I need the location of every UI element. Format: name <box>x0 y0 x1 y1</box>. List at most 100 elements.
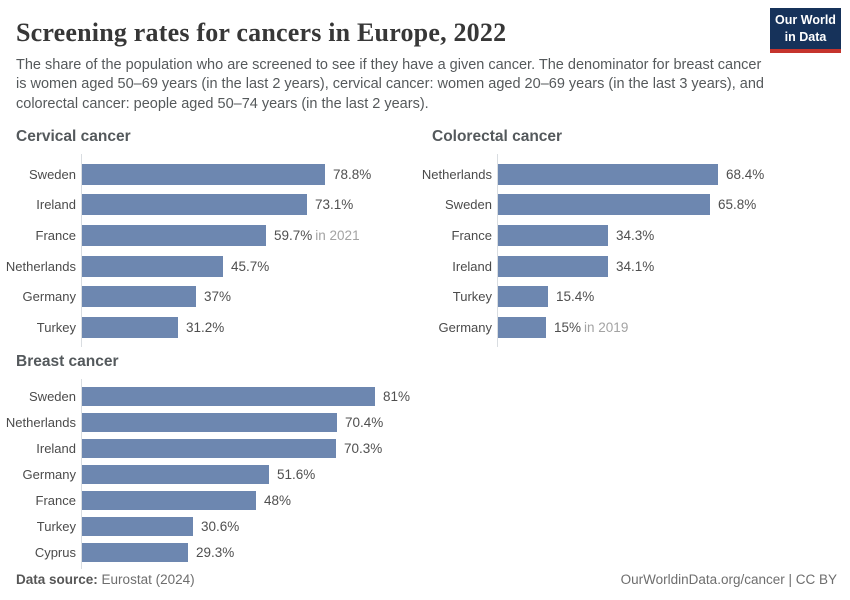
country-label: Turkey <box>36 518 76 534</box>
value-year-note: in 2019 <box>584 320 629 336</box>
panel-breast-cancer: Breast cancer Sweden 81% Netherlands 70.4% I… <box>6 352 432 570</box>
bar-row: Germany 37% <box>16 282 432 313</box>
country-label: Sweden <box>29 166 76 182</box>
bar-row: Sweden 65.8% <box>432 190 834 221</box>
bar-turkey[interactable] <box>82 516 193 536</box>
bar-netherlands[interactable] <box>82 255 223 277</box>
bar-row: Turkey 31.2% <box>16 312 432 343</box>
value-label: 29.3% <box>196 544 235 560</box>
bar-row: Netherlands 45.7% <box>5 251 432 282</box>
bar-germany[interactable] <box>82 286 196 308</box>
country-label: France <box>35 228 76 244</box>
owid-logo[interactable]: Our World in Data <box>770 8 841 53</box>
bar-row: France 48% <box>16 488 432 514</box>
logo-line1: Our World <box>775 13 836 28</box>
bar-ireland[interactable] <box>82 194 307 216</box>
bar-row: Germany 15% in 2019 <box>432 312 834 343</box>
bar-france[interactable] <box>82 225 266 247</box>
bar-row: Germany 51.6% <box>16 462 432 488</box>
bar-row: Sweden 81% <box>16 384 432 410</box>
bar-rows-breast: Sweden 81% Netherlands 70.4% Ireland 70.3% Ger… <box>6 378 432 570</box>
country-label: Netherlands <box>421 166 492 182</box>
value-label: 15% in 2019 <box>554 320 629 336</box>
bar-row: Turkey 15.4% <box>432 282 834 313</box>
bar-france[interactable] <box>82 490 256 510</box>
value-label: 73.1% <box>315 197 354 213</box>
bar-ireland[interactable] <box>498 255 608 277</box>
data-source-label: Data source: <box>16 572 98 587</box>
bar-netherlands[interactable] <box>82 413 337 433</box>
value-label: 45.7% <box>231 258 270 274</box>
country-label: Germany <box>22 289 76 305</box>
data-source: Data source: Eurostat (2024) <box>16 572 195 587</box>
bar-row: Turkey 30.6% <box>16 513 432 539</box>
panel-colorectal-cancer: Colorectal cancer Netherlands 68.4% Sweden… <box>421 127 834 347</box>
bar-ireland[interactable] <box>82 439 336 459</box>
country-label: France <box>451 228 492 244</box>
y-axis-line <box>81 378 82 570</box>
bar-france[interactable] <box>498 225 608 247</box>
country-label: Cyprus <box>34 544 76 560</box>
country-label: Sweden <box>29 389 76 405</box>
bar-netherlands[interactable] <box>498 163 718 185</box>
page-title: Screening rates for cancers in Europe, 2… <box>16 18 507 47</box>
bar-row: Netherlands 68.4% <box>421 159 834 190</box>
credit-link[interactable]: OurWorldinData.org/cancer | CC BY <box>620 572 837 587</box>
logo-line2: in Data <box>784 29 827 44</box>
value-label: 15.4% <box>556 289 595 305</box>
value-label: 48% <box>264 492 292 508</box>
value-label: 65.8% <box>718 197 757 213</box>
value-label: 68.4% <box>726 166 765 182</box>
small-multiples-grid: Cervical cancer Sweden 78.8% Ireland 73.1% F… <box>5 127 834 570</box>
value-label: 81% <box>383 389 411 405</box>
bar-sweden[interactable] <box>498 194 710 216</box>
bar-row: Ireland 34.1% <box>432 251 834 282</box>
y-axis-line <box>497 153 498 347</box>
bar-row: Netherlands 70.4% <box>6 410 432 436</box>
bar-row: Cyprus 29.3% <box>16 539 432 565</box>
country-label: Ireland <box>36 197 76 213</box>
value-year-note: in 2021 <box>315 228 360 244</box>
bar-rows-cervical: Sweden 78.8% Ireland 73.1% France 59.7% in 202… <box>5 153 432 347</box>
panel-title-breast: Breast cancer <box>16 352 119 370</box>
value-label: 70.4% <box>345 415 384 431</box>
value-label: 51.6% <box>277 467 316 483</box>
bar-germany[interactable] <box>498 317 546 339</box>
value-label: 31.2% <box>186 320 225 336</box>
y-axis-line <box>81 153 82 347</box>
bar-rows-colorectal: Netherlands 68.4% Sweden 65.8% France 34.3% Ir… <box>421 153 834 347</box>
panel-title-colorectal: Colorectal cancer <box>432 127 563 145</box>
country-label: Ireland <box>36 441 76 457</box>
value-label: 37% <box>204 289 232 305</box>
bar-row: Ireland 73.1% <box>16 190 432 221</box>
data-source-value: Eurostat (2024) <box>101 572 195 587</box>
country-label: Netherlands <box>5 258 76 274</box>
panel-title-cervical: Cervical cancer <box>16 127 131 145</box>
country-label: Sweden <box>445 197 492 213</box>
country-label: Turkey <box>452 289 492 305</box>
chart-footer: Data source: Eurostat (2024) OurWorldinD… <box>16 572 837 587</box>
country-label: Ireland <box>452 258 492 274</box>
bar-sweden[interactable] <box>82 387 375 407</box>
bar-row: Ireland 70.3% <box>16 436 432 462</box>
bar-cyprus[interactable] <box>82 542 188 562</box>
bar-turkey[interactable] <box>82 317 178 339</box>
value-label: 34.1% <box>616 258 655 274</box>
country-label: Germany <box>22 467 76 483</box>
country-label: Turkey <box>36 320 76 336</box>
bar-row: France 59.7% in 2021 <box>16 220 432 251</box>
panel-cervical-cancer: Cervical cancer Sweden 78.8% Ireland 73.1% F… <box>5 127 432 347</box>
chart-subtitle: The share of the population who are scre… <box>16 57 764 112</box>
bar-row: Sweden 78.8% <box>16 159 432 190</box>
value-label: 78.8% <box>333 166 372 182</box>
value-label: 70.3% <box>344 441 383 457</box>
value-label: 30.6% <box>201 518 240 534</box>
value-label: 59.7% in 2021 <box>274 228 360 244</box>
bar-turkey[interactable] <box>498 286 548 308</box>
bar-germany[interactable] <box>82 465 269 485</box>
bar-sweden[interactable] <box>82 163 325 185</box>
chart-header: Screening rates for cancers in Europe, 2… <box>0 0 850 114</box>
value-label: 34.3% <box>616 228 655 244</box>
country-label: France <box>35 492 76 508</box>
